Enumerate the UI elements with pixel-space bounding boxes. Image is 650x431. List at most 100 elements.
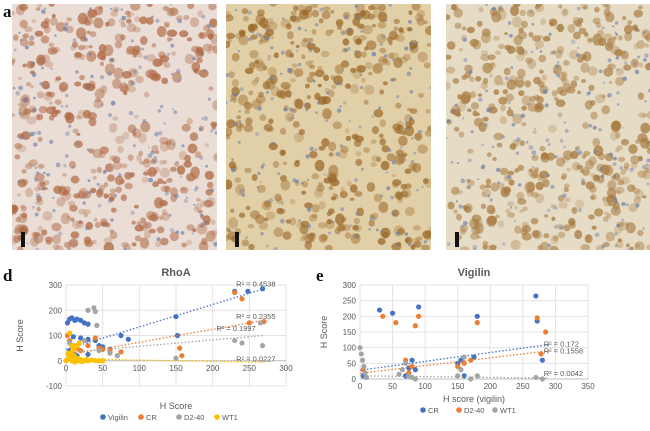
data-point	[399, 367, 405, 373]
x-tick-label: 0	[64, 364, 69, 373]
legend-label: D2-40	[184, 413, 204, 422]
data-point	[96, 348, 102, 354]
legend-item: D2-40	[176, 413, 204, 422]
micrograph-c	[446, 4, 650, 250]
legend: CR D2-40 WT1	[420, 406, 516, 415]
x-tick-label: 300	[549, 382, 563, 391]
legend-item: WT1	[214, 413, 238, 422]
x-tick-label: 150	[169, 364, 183, 373]
y-tick-label: 150	[343, 328, 357, 337]
series-vigilin	[64, 286, 266, 359]
legend-marker	[214, 414, 220, 420]
data-point	[239, 340, 245, 346]
legend-marker	[420, 407, 426, 413]
data-point	[173, 355, 179, 361]
legend-label: Vigilin	[108, 413, 128, 422]
data-point	[173, 313, 179, 320]
scale-bar	[455, 232, 459, 247]
trendline	[65, 288, 265, 351]
data-point	[64, 320, 71, 326]
legend-item: CR	[138, 413, 157, 422]
data-point	[458, 367, 464, 373]
tissue-texture	[446, 4, 650, 250]
data-point	[232, 289, 238, 296]
data-point	[76, 340, 82, 346]
data-point	[416, 304, 422, 310]
data-point	[71, 353, 77, 359]
data-point	[360, 357, 366, 363]
scale-bar	[21, 232, 25, 247]
legend: Vigilin CR D2-40 WT1	[100, 413, 238, 422]
data-point	[78, 317, 84, 323]
x-tick-label: 50	[98, 364, 107, 373]
data-point	[67, 330, 73, 336]
data-point	[85, 307, 91, 313]
y-tick-label: 0	[352, 375, 357, 384]
r-squared-label: R² = 0.0227	[236, 354, 275, 363]
r-squared-label: R² = 0.2355	[236, 312, 275, 321]
data-point	[416, 313, 422, 319]
x-tick-label: 350	[581, 382, 595, 391]
data-point	[539, 376, 545, 382]
data-point	[92, 308, 98, 315]
data-point	[85, 351, 91, 358]
scale-bar	[235, 232, 239, 247]
data-point	[409, 363, 415, 370]
micrograph-a	[12, 4, 217, 250]
y-tick-label: 0	[58, 357, 63, 366]
data-point	[259, 286, 266, 292]
x-tick-label: 50	[388, 382, 397, 391]
data-point	[85, 321, 91, 327]
x-tick-label: 250	[516, 382, 530, 391]
data-point	[455, 373, 461, 379]
data-point	[246, 320, 252, 326]
series-d2-40	[65, 305, 266, 361]
data-point	[412, 376, 418, 382]
legend-marker	[176, 414, 182, 420]
data-point	[69, 343, 75, 349]
data-point	[538, 351, 544, 357]
x-tick-label: 250	[243, 364, 257, 373]
data-point	[118, 349, 124, 355]
y-tick-label: -100	[46, 382, 63, 391]
y-tick-label: 100	[49, 332, 63, 341]
r-squared-label: R² = 0.1997	[216, 324, 255, 333]
data-point	[96, 358, 102, 364]
data-point	[362, 370, 368, 376]
legend-label: CR	[146, 413, 157, 422]
data-point	[474, 313, 480, 319]
legend-item: WT1	[492, 406, 516, 415]
r-squared-label: R² = 0.4538	[236, 279, 275, 288]
y-tick-label: 300	[343, 281, 357, 290]
data-point	[409, 357, 415, 363]
legend-label: WT1	[222, 413, 238, 422]
data-point	[455, 363, 461, 370]
data-point	[533, 293, 539, 299]
legend-item: CR	[420, 406, 439, 415]
y-tick-label: 50	[347, 359, 356, 368]
legend-item: Vigilin	[100, 413, 128, 422]
data-point	[363, 374, 370, 381]
data-point	[534, 315, 540, 321]
data-point	[85, 343, 91, 349]
data-point	[539, 357, 545, 363]
series-cr	[359, 293, 550, 379]
x-tick-label: 100	[133, 364, 147, 373]
data-point	[389, 310, 396, 316]
x-axis-label: H Score	[160, 401, 193, 411]
panel-label-d: d	[3, 266, 13, 285]
trendline	[359, 375, 549, 379]
legend-label: CR	[428, 406, 439, 415]
data-point	[72, 359, 78, 365]
data-point	[461, 360, 467, 366]
data-point	[357, 345, 363, 351]
trendline	[359, 343, 550, 371]
legend-label: D2-40	[464, 406, 484, 415]
tissue-cells	[12, 4, 217, 250]
x-tick-label: 0	[358, 382, 363, 391]
y-tick-label: 200	[49, 306, 63, 315]
vigilin-scatter-chart: Vigilin 0 50 100 150 200 250 300 0 50 100 150 200 250…	[319, 267, 595, 415]
r-squared-label: R² = 0.0042	[544, 369, 583, 378]
micrograph-b	[226, 4, 431, 250]
legend-label: WT1	[500, 406, 516, 415]
